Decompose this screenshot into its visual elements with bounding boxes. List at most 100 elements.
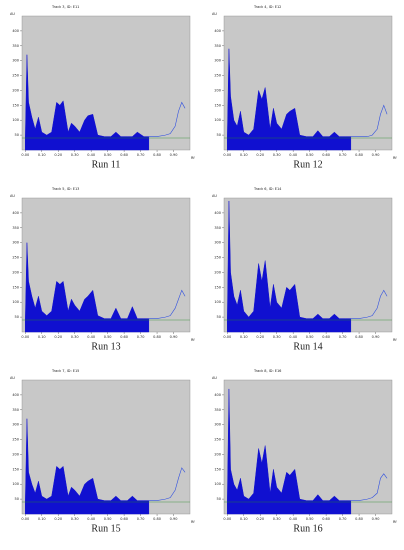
x-tick-label: 0.90	[372, 153, 380, 157]
peak-area	[227, 48, 352, 151]
y-tick-label: 350	[214, 408, 221, 412]
y-tick-label: 400	[12, 29, 19, 33]
peak-area	[227, 388, 352, 515]
x-axis-label: Rf	[191, 156, 195, 160]
y-tick-label: 150	[12, 285, 19, 289]
x-axis-label: Rf	[191, 520, 195, 524]
x-tick-label: 0.10	[240, 335, 248, 339]
x-tick-label: 0.80	[355, 335, 363, 339]
y-axis-label: AU	[10, 12, 15, 16]
x-tick-label: 0.40	[289, 335, 297, 339]
y-tick-label: 150	[214, 285, 221, 289]
y-tick-label: 400	[12, 211, 19, 215]
y-tick-label: 50	[15, 315, 19, 319]
chart-title: Track 3, ID: E11	[51, 5, 79, 9]
x-tick-label: 0.40	[87, 335, 95, 339]
x-tick-label: 0.00	[223, 153, 231, 157]
chart-title: Track 5, ID: E13	[51, 187, 79, 191]
x-tick-label: 0.30	[273, 517, 281, 521]
x-tick-label: 0.30	[71, 335, 79, 339]
x-tick-label: 0.80	[355, 517, 363, 521]
y-tick-label: 250	[214, 438, 221, 442]
x-tick-label: 0.10	[240, 517, 248, 521]
trace-line	[350, 289, 388, 319]
y-tick-label: 400	[214, 29, 221, 33]
y-tick-label: 200	[12, 88, 19, 92]
trace-line	[350, 104, 388, 137]
plot-area	[21, 379, 191, 515]
y-tick-label: 250	[12, 74, 19, 78]
x-tick-label: 0.20	[256, 517, 264, 521]
y-tick-label: 300	[12, 59, 19, 63]
caption: Run 14	[293, 341, 322, 352]
x-tick-label: 0.10	[38, 335, 46, 339]
y-tick-label: 50	[15, 497, 19, 501]
y-tick-label: 250	[12, 256, 19, 260]
x-axis-label: Rf	[393, 156, 397, 160]
x-tick-label: 0.50	[306, 517, 314, 521]
y-tick-label: 50	[15, 133, 19, 137]
y-tick-label: 250	[214, 256, 221, 260]
trace-line	[148, 467, 186, 501]
x-axis-label: Rf	[191, 338, 195, 342]
y-tick-label: 250	[12, 438, 19, 442]
x-tick-label: 0.50	[104, 335, 112, 339]
x-tick-label: 0.40	[289, 517, 297, 521]
x-tick-label: 0.30	[273, 153, 281, 157]
y-tick-label: 350	[214, 44, 221, 48]
x-tick-label: 0.00	[223, 335, 231, 339]
plot-area	[21, 197, 191, 333]
trace-line	[148, 101, 186, 137]
trace-line	[350, 473, 388, 501]
x-tick-label: 0.90	[372, 517, 380, 521]
plot-area	[223, 197, 393, 333]
x-tick-label: 0.80	[355, 153, 363, 157]
x-tick-label: 0.10	[240, 153, 248, 157]
x-tick-label: 0.10	[38, 517, 46, 521]
x-tick-label: 0.00	[21, 335, 29, 339]
y-tick-label: 300	[214, 59, 221, 63]
x-tick-label: 0.90	[170, 153, 178, 157]
y-tick-label: 400	[214, 393, 221, 397]
y-tick-label: 200	[214, 270, 221, 274]
y-tick-label: 150	[12, 467, 19, 471]
x-tick-label: 0.60	[322, 517, 330, 521]
x-tick-label: 0.00	[21, 153, 29, 157]
y-tick-label: 200	[214, 88, 221, 92]
x-tick-label: 0.20	[54, 335, 62, 339]
y-axis-label: AU	[212, 194, 217, 198]
x-tick-label: 0.70	[339, 153, 347, 157]
y-tick-label: 350	[12, 226, 19, 230]
y-tick-label: 350	[214, 226, 221, 230]
x-axis-label: Rf	[393, 338, 397, 342]
x-tick-label: 0.30	[71, 517, 79, 521]
x-tick-label: 0.70	[137, 335, 145, 339]
y-tick-label: 300	[214, 241, 221, 245]
y-tick-label: 50	[217, 315, 221, 319]
x-tick-label: 0.80	[153, 335, 161, 339]
x-tick-label: 0.70	[339, 517, 347, 521]
x-tick-label: 0.70	[137, 517, 145, 521]
x-tick-label: 0.80	[153, 153, 161, 157]
chart-title: Track 6, ID: E14	[253, 187, 282, 191]
caption: Run 15	[91, 523, 120, 534]
x-tick-label: 0.60	[120, 153, 128, 157]
x-tick-label: 0.20	[54, 517, 62, 521]
y-tick-label: 150	[12, 103, 19, 107]
trace-line	[148, 289, 186, 319]
y-tick-label: 100	[214, 300, 221, 304]
chart-title: Track 8, ID: E16	[253, 369, 281, 373]
y-axis-label: AU	[212, 12, 217, 16]
caption: Run 16	[293, 523, 322, 534]
y-tick-label: 300	[214, 423, 221, 427]
y-tick-label: 200	[214, 452, 221, 456]
x-tick-label: 0.90	[372, 335, 380, 339]
y-tick-label: 350	[12, 44, 19, 48]
peak-area	[25, 54, 150, 151]
y-tick-label: 200	[12, 452, 19, 456]
plot-area	[223, 379, 393, 515]
x-tick-label: 0.90	[170, 517, 178, 521]
x-tick-label: 0.90	[170, 335, 178, 339]
x-tick-label: 0.70	[137, 153, 145, 157]
